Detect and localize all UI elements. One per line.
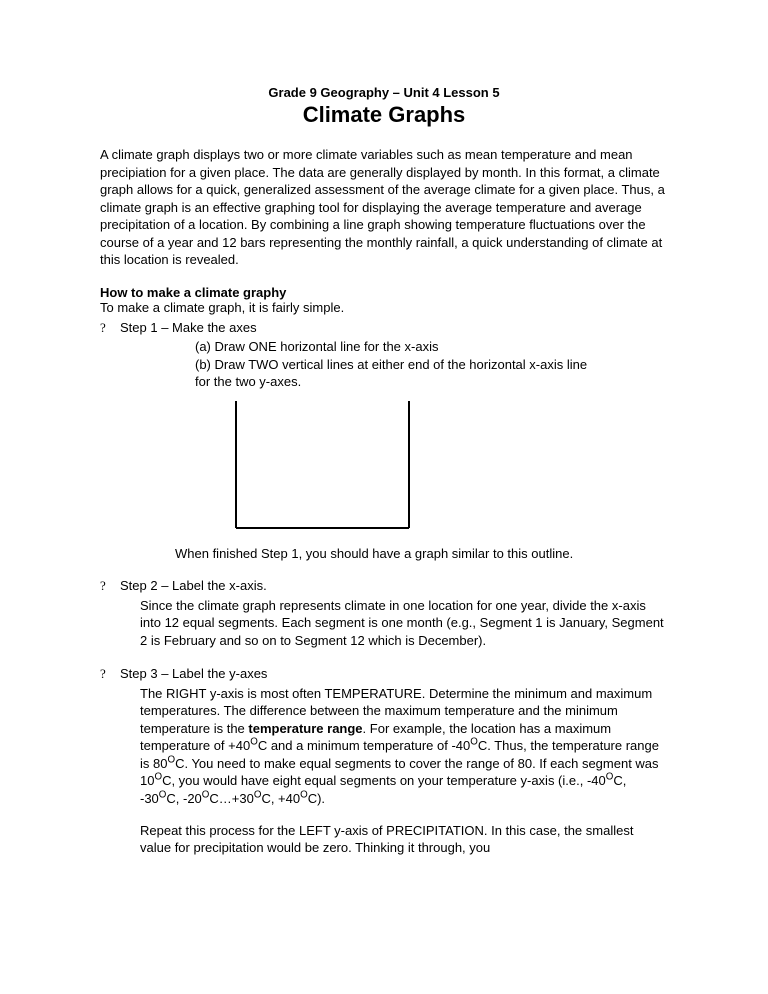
- step-1-sub-b-text: (b) Draw TWO vertical lines at either en…: [195, 357, 587, 390]
- step-3-row: ? Step 3 – Label the y-axes: [100, 665, 668, 683]
- text: C…+30: [209, 791, 253, 806]
- degree-sup: O: [300, 790, 308, 801]
- axes-diagram: [100, 401, 668, 534]
- step-1-row: ? Step 1 – Make the axes: [100, 319, 668, 337]
- degree-sup: O: [154, 772, 162, 783]
- text: C and a minimum temperature of -40: [258, 738, 470, 753]
- step-2-title: Step 2 – Label the x-axis.: [120, 577, 668, 595]
- degree-sup: O: [470, 737, 478, 748]
- text: C).: [308, 791, 325, 806]
- diagram-caption: When finished Step 1, you should have a …: [100, 546, 668, 561]
- lesson-header: Grade 9 Geography – Unit 4 Lesson 5: [100, 85, 668, 100]
- step-2-row: ? Step 2 – Label the x-axis.: [100, 577, 668, 595]
- degree-sup: O: [250, 737, 258, 748]
- bullet-icon: ?: [100, 577, 120, 595]
- text: C, -20: [166, 791, 201, 806]
- step-3-title: Step 3 – Label the y-axes: [120, 665, 668, 683]
- document-page: Grade 9 Geography – Unit 4 Lesson 5 Clim…: [0, 0, 768, 911]
- step-3-body-p2: Repeat this process for the LEFT y-axis …: [100, 822, 668, 857]
- step-1-title: Step 1 – Make the axes: [120, 319, 668, 337]
- step-1-sub-a: (a) Draw ONE horizontal line for the x-a…: [100, 338, 668, 356]
- step-2-body: Since the climate graph represents clima…: [100, 597, 668, 650]
- step-1-sub-b: (b) Draw TWO vertical lines at either en…: [100, 356, 668, 391]
- text: C, you would have eight equal segments o…: [162, 773, 606, 788]
- howto-subtext: To make a climate graph, it is fairly si…: [100, 300, 668, 315]
- bullet-icon: ?: [100, 319, 120, 337]
- page-title: Climate Graphs: [100, 102, 668, 128]
- howto-heading: How to make a climate graphy: [100, 285, 668, 300]
- temp-range-term: temperature range: [248, 721, 362, 736]
- bullet-icon: ?: [100, 665, 120, 683]
- axes-svg: [235, 401, 410, 529]
- text: C, +40: [261, 791, 300, 806]
- degree-sup: O: [167, 755, 175, 766]
- intro-paragraph: A climate graph displays two or more cli…: [100, 146, 668, 269]
- step-3-body-p1: The RIGHT y-axis is most often TEMPERATU…: [100, 685, 668, 808]
